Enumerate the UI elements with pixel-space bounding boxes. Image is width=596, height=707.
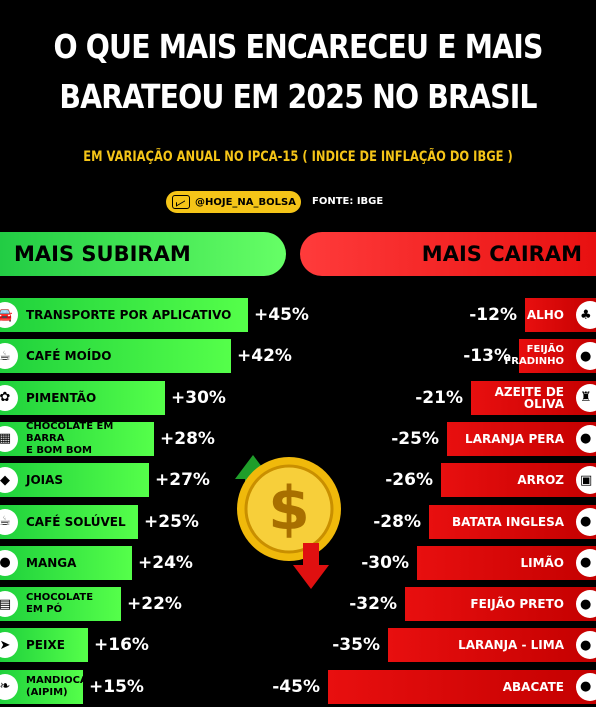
- rose-bar: JOIAS: [0, 463, 149, 498]
- avocado-icon: ●: [576, 672, 596, 701]
- fell-value-label: -21%: [415, 387, 463, 408]
- potato-icon: ●: [576, 507, 596, 536]
- rose-bar: CHOCOLATE EM PÓ: [0, 587, 121, 622]
- rose-value-label: +42%: [237, 346, 292, 367]
- mango-icon: ●: [0, 549, 18, 576]
- lime-orange-icon: ●: [576, 631, 596, 660]
- rose-bar: TRANSPORTE POR APLICATIVO: [0, 298, 248, 332]
- fish-icon: ➤: [0, 632, 18, 659]
- fell-bar: FEIJÃO PRETO: [405, 587, 596, 622]
- rose-bar: MANGA: [0, 545, 132, 580]
- fell-bar: LARANJA PERA: [447, 421, 596, 456]
- diamond-icon: ◆: [0, 467, 18, 494]
- lemon-icon: ●: [576, 548, 596, 577]
- coffee-bag-icon: ☕: [0, 343, 18, 370]
- fell-value-label: -13%: [463, 346, 511, 367]
- title-line-1: O QUE MAIS ENCARECEU E MAIS: [53, 27, 543, 66]
- rose-header: MAIS SUBIRAM: [0, 232, 286, 276]
- rose-value-label: +16%: [94, 635, 149, 656]
- chocolate-icon: ▦: [0, 425, 18, 452]
- rose-value-label: +25%: [144, 511, 199, 532]
- rose-value-label: +28%: [160, 428, 215, 449]
- fell-value-label: -12%: [469, 305, 517, 325]
- fell-bar: ARROZ: [441, 463, 596, 498]
- beans-icon: ●: [576, 342, 596, 371]
- pepper-icon: ✿: [0, 384, 18, 411]
- source-label: FONTE: IBGE: [312, 196, 384, 207]
- title-line-2: BARATEOU EM 2025 NO BRASIL: [59, 77, 537, 116]
- brand-handle: @HOJE_NA_BOLSA: [195, 196, 296, 208]
- dollar-symbol: $: [268, 474, 310, 544]
- page-subtitle: EM VARIAÇÃO ANUAL NO IPCA-15 ( INDICE DE…: [83, 149, 513, 165]
- fell-bar: BATATA INGLESA: [429, 504, 596, 539]
- rose-bar: CHOCOLATE EM BARRA E BOM BOM: [0, 421, 154, 456]
- fell-value-label: -25%: [391, 428, 439, 449]
- fell-value-label: -35%: [332, 635, 380, 656]
- chocolate-powder-icon: ▤: [0, 591, 18, 618]
- coffee-cup-icon: ☕: [0, 508, 18, 535]
- cassava-icon: ❧: [0, 673, 18, 700]
- rose-value-label: +27%: [155, 470, 210, 491]
- fell-bar: LIMÃO: [417, 545, 596, 580]
- rose-bar: CAFÉ SOLÚVEL: [0, 504, 138, 539]
- rose-bar: PIMENTÃO: [0, 380, 165, 415]
- coin-graphic: $: [235, 455, 341, 589]
- rose-value-label: +24%: [138, 552, 193, 573]
- arrow-down-icon: [293, 543, 329, 589]
- fell-bar: AZEITE DE OLIVA: [471, 380, 596, 415]
- page-title: O QUE MAIS ENCARECEU E MAIS BARATEOU EM …: [42, 22, 555, 122]
- fell-bar: LARANJA - LIMA: [388, 628, 596, 663]
- garlic-icon: ♣: [576, 301, 596, 329]
- fell-value-label: -45%: [272, 676, 320, 697]
- rose-value-label: +15%: [89, 676, 144, 697]
- rose-bar: CAFÉ MOÍDO: [0, 339, 231, 374]
- chart-icon: [172, 195, 190, 209]
- brand-badge: @HOJE_NA_BOLSA: [166, 191, 301, 213]
- fell-header: MAIS CAIRAM: [300, 232, 596, 276]
- car-icon: 🚘: [0, 302, 18, 328]
- olive-oil-icon: ♜: [576, 383, 596, 412]
- orange-icon: ●: [576, 424, 596, 453]
- fell-value-label: -30%: [361, 552, 409, 573]
- fell-value-label: -26%: [385, 470, 433, 491]
- black-beans-icon: ●: [576, 590, 596, 619]
- fell-value-label: -32%: [349, 594, 397, 615]
- rose-value-label: +45%: [254, 305, 309, 325]
- fell-value-label: -28%: [373, 511, 421, 532]
- fell-bar: ABACATE: [328, 669, 596, 704]
- rose-value-label: +30%: [171, 387, 226, 408]
- rose-value-label: +22%: [127, 594, 182, 615]
- rice-icon: ▣: [576, 466, 596, 495]
